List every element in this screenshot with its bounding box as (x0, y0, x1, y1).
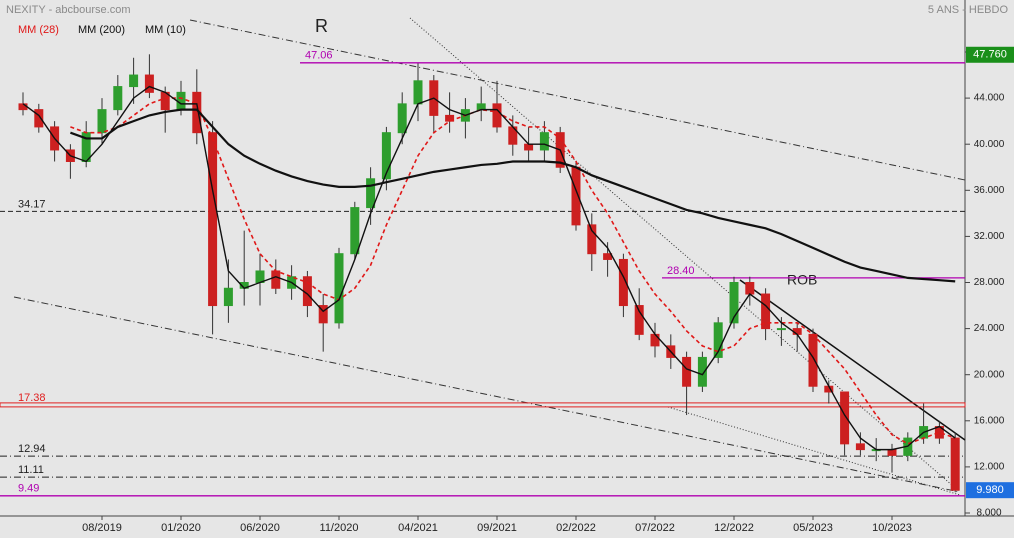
level-label: 11.11 (18, 464, 44, 476)
trend-line (409, 17, 961, 493)
candle-body (129, 74, 139, 88)
level-label: 28.40 (667, 265, 695, 277)
candle-body (334, 253, 344, 324)
candle-body (776, 328, 786, 331)
y-tick-label: 16.000 (974, 415, 1005, 426)
legend-entry: MM (28) (18, 24, 59, 36)
trend-line (189, 19, 966, 181)
x-tick-label: 05/2023 (793, 522, 833, 534)
price-box (966, 482, 1014, 499)
candle-body (366, 178, 376, 209)
x-tick-label: 07/2022 (635, 522, 675, 534)
candle-body (950, 437, 960, 491)
y-tick-label: 32.000 (974, 231, 1005, 242)
moving-average (22, 85, 956, 451)
level-label: 47.06 (305, 50, 333, 62)
x-tick-label: 09/2021 (477, 522, 517, 534)
level-label: 9.49 (18, 483, 39, 495)
candle-body (318, 305, 328, 324)
x-tick-label: 06/2020 (240, 522, 280, 534)
price-label: 9.980 (976, 484, 1004, 496)
moving-average (70, 97, 956, 445)
y-tick-label: 12.000 (974, 462, 1005, 473)
candle-body (539, 132, 549, 151)
y-tick-label: 44.000 (974, 93, 1005, 104)
candle-body (808, 333, 818, 387)
candle-body (223, 287, 233, 307)
candle-body (113, 86, 123, 111)
x-tick-label: 01/2020 (161, 522, 201, 534)
chart-subtitle: 5 ANS - HEBDO (928, 4, 1009, 16)
candle-body (492, 103, 502, 128)
candle-body (697, 356, 707, 387)
y-tick-label: 24.000 (974, 323, 1005, 334)
level-label: 34.17 (18, 198, 46, 210)
candle-body (729, 282, 739, 324)
x-tick-label: 12/2022 (714, 522, 754, 534)
legend-entry: MM (10) (145, 24, 186, 36)
price-label: 47.760 (973, 49, 1007, 61)
y-tick-label: 40.000 (974, 139, 1005, 150)
annotation: R (315, 16, 328, 36)
trend-line (739, 279, 966, 441)
y-tick-label: 28.000 (974, 277, 1005, 288)
candle-body (381, 132, 391, 180)
annotation: ROB (787, 272, 817, 288)
candle-body (476, 103, 486, 111)
candle-body (650, 333, 660, 347)
candle-body (587, 224, 597, 255)
candle-body (413, 80, 423, 105)
x-tick-label: 02/2022 (556, 522, 596, 534)
y-tick-label: 8.000 (976, 508, 1001, 519)
candle-body (682, 356, 692, 387)
candle-body (887, 449, 897, 456)
candle-body (208, 132, 218, 307)
level-label: 17.38 (18, 392, 46, 404)
candle-body (34, 109, 44, 128)
y-tick-label: 36.000 (974, 185, 1005, 196)
moving-average (70, 108, 956, 283)
candle-body (634, 305, 644, 335)
candle-body (840, 391, 850, 445)
candle-body (97, 109, 107, 134)
legend-entry: MM (200) (78, 24, 125, 36)
price-box (966, 46, 1014, 63)
candle-body (745, 282, 755, 295)
trend-line (13, 296, 961, 493)
y-tick-label: 20.000 (974, 369, 1005, 380)
x-tick-label: 04/2021 (398, 522, 438, 534)
candle-body (397, 103, 407, 134)
candle-body (524, 143, 534, 151)
level-label: 12.94 (18, 443, 46, 455)
chart-title: NEXITY - abcbourse.com (6, 4, 131, 16)
x-tick-label: 10/2023 (872, 522, 912, 534)
candle-body (713, 322, 723, 358)
x-tick-label: 08/2019 (82, 522, 122, 534)
candle-body (855, 443, 865, 451)
candle-body (761, 293, 771, 330)
candle-body (144, 74, 154, 93)
x-tick-label: 11/2020 (320, 522, 359, 534)
candle-body (603, 253, 613, 260)
level-line (0, 402, 966, 408)
candle-body (445, 114, 455, 122)
candle-body (350, 207, 360, 255)
candle-body (618, 258, 628, 307)
candle-body (271, 270, 281, 289)
